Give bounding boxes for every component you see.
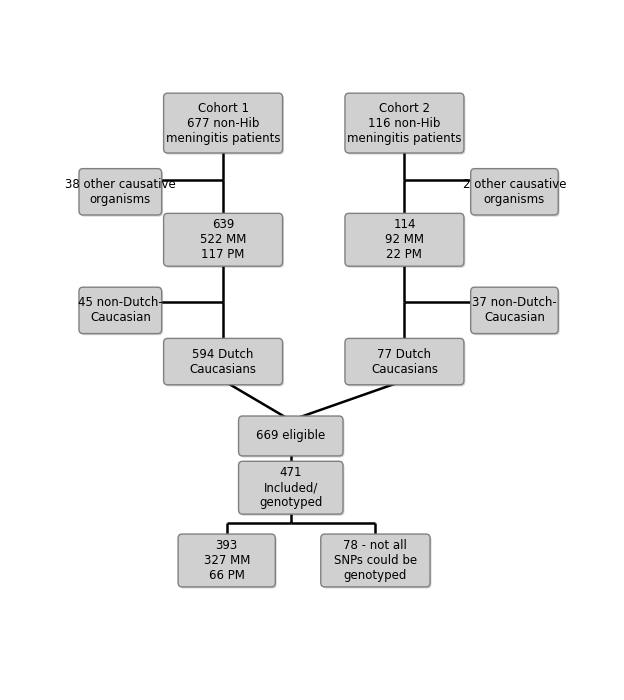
Text: 114
92 MM
22 PM: 114 92 MM 22 PM <box>385 218 424 261</box>
Text: 2 other causative
organisms: 2 other causative organisms <box>463 178 566 206</box>
FancyBboxPatch shape <box>240 463 344 516</box>
FancyBboxPatch shape <box>345 214 464 266</box>
FancyBboxPatch shape <box>345 93 464 153</box>
FancyBboxPatch shape <box>240 418 344 458</box>
FancyBboxPatch shape <box>321 534 430 587</box>
FancyBboxPatch shape <box>472 289 560 335</box>
FancyBboxPatch shape <box>178 534 275 587</box>
FancyBboxPatch shape <box>165 94 284 155</box>
FancyBboxPatch shape <box>165 215 284 268</box>
Text: 471
Included/
genotyped: 471 Included/ genotyped <box>259 466 323 509</box>
Text: 639
522 MM
117 PM: 639 522 MM 117 PM <box>200 218 246 261</box>
Text: 594 Dutch
Caucasians: 594 Dutch Caucasians <box>190 348 256 376</box>
FancyBboxPatch shape <box>238 461 343 514</box>
FancyBboxPatch shape <box>80 289 163 335</box>
FancyBboxPatch shape <box>180 536 277 589</box>
FancyBboxPatch shape <box>470 169 558 215</box>
FancyBboxPatch shape <box>238 416 343 456</box>
FancyBboxPatch shape <box>163 214 283 266</box>
FancyBboxPatch shape <box>346 94 466 155</box>
Text: 38 other causative
organisms: 38 other causative organisms <box>65 178 176 206</box>
Text: 77 Dutch
Caucasians: 77 Dutch Caucasians <box>371 348 438 376</box>
FancyBboxPatch shape <box>345 338 464 385</box>
Text: 78 - not all
SNPs could be
genotyped: 78 - not all SNPs could be genotyped <box>334 539 417 582</box>
FancyBboxPatch shape <box>79 169 162 215</box>
FancyBboxPatch shape <box>322 536 432 589</box>
Text: Cohort 2
116 non-Hib
meningitis patients: Cohort 2 116 non-Hib meningitis patients <box>347 102 462 145</box>
FancyBboxPatch shape <box>165 340 284 386</box>
FancyBboxPatch shape <box>79 287 162 334</box>
Text: 669 eligible: 669 eligible <box>256 430 325 442</box>
FancyBboxPatch shape <box>80 170 163 216</box>
Text: 45 non-Dutch-
Caucasian: 45 non-Dutch- Caucasian <box>78 296 163 324</box>
Text: Cohort 1
677 non-Hib
meningitis patients: Cohort 1 677 non-Hib meningitis patients <box>166 102 280 145</box>
FancyBboxPatch shape <box>470 287 558 334</box>
Text: 37 non-Dutch-
Caucasian: 37 non-Dutch- Caucasian <box>472 296 557 324</box>
FancyBboxPatch shape <box>163 93 283 153</box>
FancyBboxPatch shape <box>346 215 466 268</box>
Text: 393
327 MM
66 PM: 393 327 MM 66 PM <box>203 539 250 582</box>
FancyBboxPatch shape <box>346 340 466 386</box>
FancyBboxPatch shape <box>163 338 283 385</box>
FancyBboxPatch shape <box>472 170 560 216</box>
